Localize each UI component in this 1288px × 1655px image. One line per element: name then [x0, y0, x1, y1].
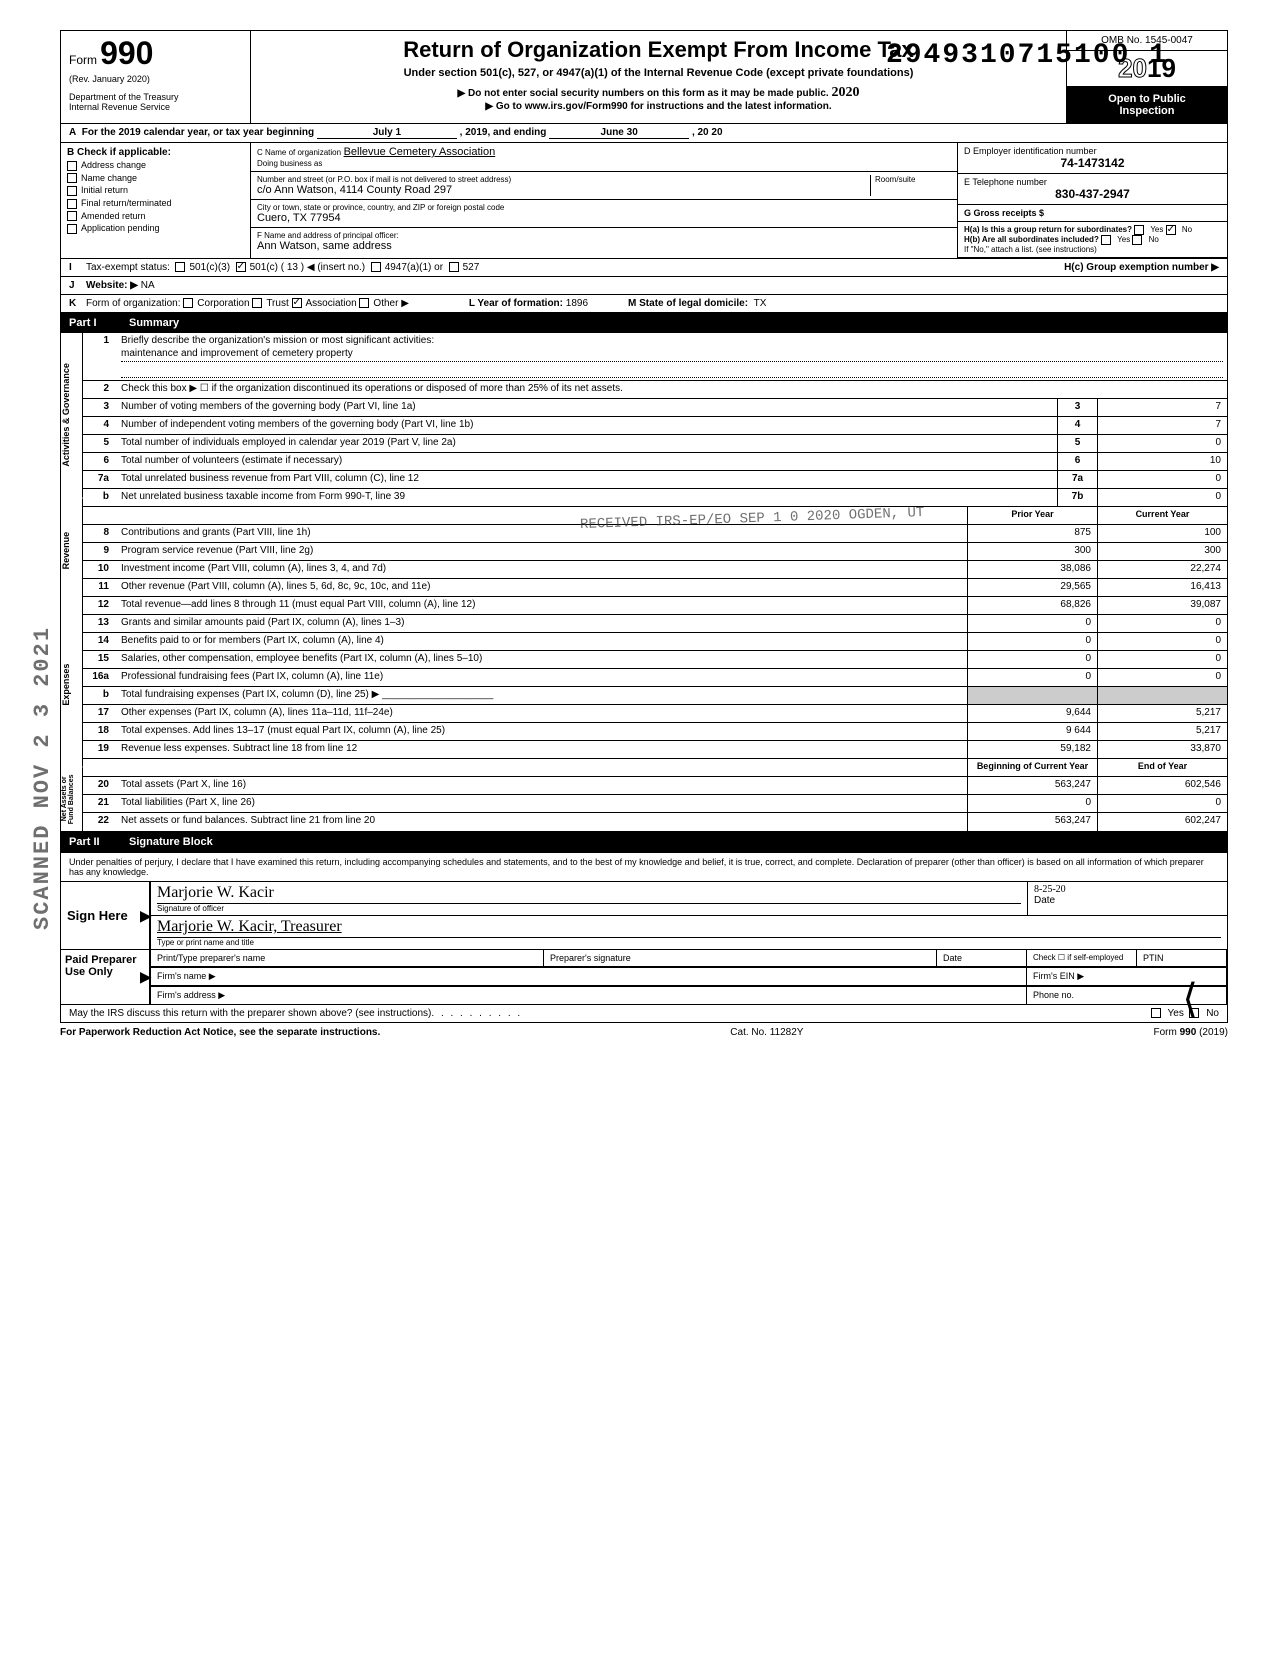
- row-i-tax-status: I Tax-exempt status: 501(c)(3) 501(c) ( …: [60, 258, 1228, 276]
- summary-line-20: 20Total assets (Part X, line 16)563,2476…: [83, 777, 1227, 795]
- h-group-return: H(a) Is this a group return for subordin…: [958, 222, 1227, 258]
- signature-date[interactable]: 8-25-20: [1034, 884, 1221, 895]
- preparer-signature[interactable]: Preparer's signature: [544, 950, 937, 967]
- cb-application-pending[interactable]: Application pending: [67, 223, 244, 234]
- summary-table: Activities & Governance Revenue Expenses…: [60, 333, 1228, 832]
- scanned-stamp: SCANNED NOV 2 3 2021: [30, 626, 55, 930]
- discuss-row: May the IRS discuss this return with the…: [60, 1005, 1228, 1023]
- sign-here-label: Sign Here: [61, 882, 151, 949]
- summary-line-16a: 16aProfessional fundraising fees (Part I…: [83, 669, 1227, 687]
- summary-line-5: 5Total number of individuals employed in…: [83, 435, 1227, 453]
- gross-receipts: G Gross receipts $: [958, 205, 1227, 222]
- ein-box: D Employer identification number 74-1473…: [958, 143, 1227, 174]
- city-row: City or town, state or province, country…: [251, 200, 957, 228]
- org-name-row: C Name of organization Bellevue Cemetery…: [251, 143, 957, 172]
- side-governance: Activities & Governance: [61, 333, 83, 498]
- firm-address[interactable]: Firm's address ▶: [151, 987, 1027, 1004]
- summary-line-17: 17Other expenses (Part IX, column (A), l…: [83, 705, 1227, 723]
- summary-line-b: bTotal fundraising expenses (Part IX, co…: [83, 687, 1227, 705]
- ssn-warning: ▶ Do not enter social security numbers o…: [261, 85, 1056, 101]
- summary-line-13: 13Grants and similar amounts paid (Part …: [83, 615, 1227, 633]
- cb-initial-return[interactable]: Initial return: [67, 185, 244, 196]
- dept-treasury: Department of the Treasury Internal Reve…: [69, 92, 242, 112]
- col-b-checkboxes: B Check if applicable: Address change Na…: [61, 143, 251, 258]
- summary-line-7a: 7aTotal unrelated business revenue from …: [83, 471, 1227, 489]
- part-1-header: Part ISummary: [60, 313, 1228, 333]
- side-netassets: Net Assets or Fund Balances: [61, 767, 83, 831]
- form-number: 990: [100, 35, 153, 71]
- form-revision: (Rev. January 2020): [69, 74, 242, 84]
- street-row: Number and street (or P.O. box if mail i…: [251, 172, 957, 200]
- bottom-checkmark: ⟨: [1182, 975, 1198, 1022]
- row-k-org-form: K Form of organization: Corporation Trus…: [60, 294, 1228, 313]
- dln-number: 2949310715100 1: [886, 40, 1168, 71]
- summary-line-18: 18Total expenses. Add lines 13–17 (must …: [83, 723, 1227, 741]
- officer-row: F Name and address of principal officer:…: [251, 228, 957, 255]
- summary-line-6: 6Total number of volunteers (estimate if…: [83, 453, 1227, 471]
- officer-signature[interactable]: Marjorie W. Kacir: [157, 884, 1021, 904]
- form-prefix: Form: [69, 53, 97, 67]
- summary-line-22: 22Net assets or fund balances. Subtract …: [83, 813, 1227, 831]
- summary-line-15: 15Salaries, other compensation, employee…: [83, 651, 1227, 669]
- cb-amended-return[interactable]: Amended return: [67, 211, 244, 222]
- firm-name[interactable]: Firm's name ▶: [151, 968, 1027, 986]
- preparer-name[interactable]: Print/Type preparer's name: [151, 950, 544, 967]
- summary-line-14: 14Benefits paid to or for members (Part …: [83, 633, 1227, 651]
- side-revenue: Revenue: [61, 498, 83, 602]
- entity-block: B Check if applicable: Address change Na…: [60, 142, 1228, 258]
- summary-line-3: 3Number of voting members of the governi…: [83, 399, 1227, 417]
- summary-line-b: bNet unrelated business taxable income f…: [83, 489, 1227, 507]
- paid-preparer-label: Paid Preparer Use Only: [61, 950, 151, 1004]
- summary-line-21: 21Total liabilities (Part X, line 26)00: [83, 795, 1227, 813]
- row-j-website: J Website: ▶ NA: [60, 276, 1228, 294]
- summary-line-19: 19Revenue less expenses. Subtract line 1…: [83, 741, 1227, 759]
- row-a-tax-year: A For the 2019 calendar year, or tax yea…: [60, 123, 1228, 142]
- summary-line-4: 4Number of independent voting members of…: [83, 417, 1227, 435]
- summary-line-8: 8Contributions and grants (Part VIII, li…: [83, 525, 1227, 543]
- cb-final-return[interactable]: Final return/terminated: [67, 198, 244, 209]
- self-employed-check[interactable]: Check ☐ if self-employed: [1027, 950, 1137, 967]
- phone-box: E Telephone number 830-437-2947: [958, 174, 1227, 205]
- open-public: Open to PublicInspection: [1067, 87, 1227, 123]
- cb-name-change[interactable]: Name change: [67, 173, 244, 184]
- instructions-link: ▶ Go to www.irs.gov/Form990 for instruct…: [261, 101, 1056, 112]
- summary-line-11: 11Other revenue (Part VIII, column (A), …: [83, 579, 1227, 597]
- summary-line-2: 2Check this box ▶ ☐ if the organization …: [83, 381, 1227, 399]
- side-expenses: Expenses: [61, 602, 83, 767]
- signature-block: Under penalties of perjury, I declare th…: [60, 852, 1228, 1005]
- ptin[interactable]: PTIN: [1137, 950, 1227, 967]
- summary-line-9: 9Program service revenue (Part VIII, lin…: [83, 543, 1227, 561]
- summary-line-1: 1Briefly describe the organization's mis…: [83, 333, 1227, 381]
- summary-line-10: 10Investment income (Part VIII, column (…: [83, 561, 1227, 579]
- part-2-header: Part IISignature Block: [60, 832, 1228, 852]
- summary-line-12: 12Total revenue—add lines 8 through 11 (…: [83, 597, 1227, 615]
- cb-address-change[interactable]: Address change: [67, 160, 244, 171]
- preparer-date[interactable]: Date: [937, 950, 1027, 967]
- officer-name-title[interactable]: Marjorie W. Kacir, Treasurer: [157, 918, 1221, 938]
- perjury-statement: Under penalties of perjury, I declare th…: [61, 853, 1227, 882]
- page-footer: For Paperwork Reduction Act Notice, see …: [60, 1023, 1228, 1042]
